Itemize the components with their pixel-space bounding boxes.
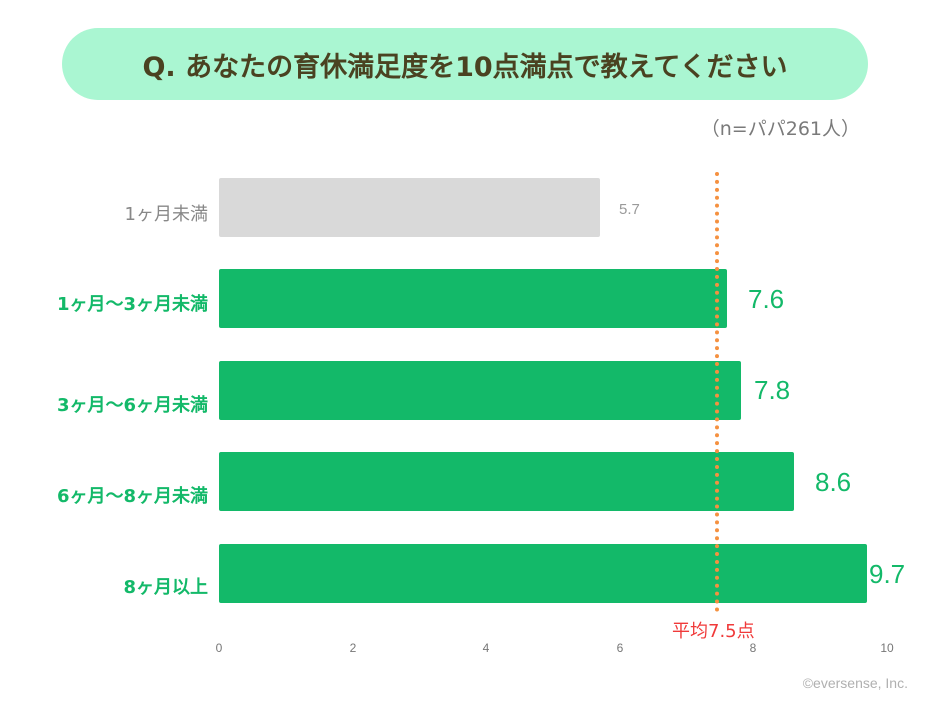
bar-6-to-8-months bbox=[219, 452, 794, 511]
value-label-4: 8.6 bbox=[815, 467, 852, 497]
value-label-2: 7.6 bbox=[748, 284, 785, 314]
average-line bbox=[715, 172, 719, 612]
x-tick-4: 4 bbox=[482, 641, 490, 655]
x-tick-0: 0 bbox=[215, 641, 223, 655]
value-label-5: 9.7 bbox=[869, 559, 906, 589]
bar-1-to-3-months bbox=[219, 269, 727, 328]
bar-3-to-6-months bbox=[219, 361, 741, 420]
sample-size-note: （n=パパ261人） bbox=[700, 118, 860, 140]
bar-under-1-month bbox=[219, 178, 600, 237]
x-tick-6: 6 bbox=[616, 641, 624, 655]
question-title-banner: Q. あなたの育休満足度を10点満点で教えてください bbox=[62, 28, 868, 100]
category-label-5: 8ヶ月以上 bbox=[123, 577, 208, 598]
copyright-notice: ©eversense, Inc. bbox=[802, 675, 908, 691]
x-tick-8: 8 bbox=[749, 641, 757, 655]
value-label-3: 7.8 bbox=[754, 375, 791, 405]
category-label-3: 3ヶ月〜6ヶ月未満 bbox=[56, 395, 208, 416]
average-label: 平均7.5点 bbox=[672, 621, 755, 642]
x-tick-10: 10 bbox=[880, 641, 894, 655]
category-label-2: 1ヶ月〜3ヶ月未満 bbox=[56, 294, 208, 315]
bar-8-months-plus bbox=[219, 544, 867, 603]
x-tick-2: 2 bbox=[349, 641, 357, 655]
category-label-4: 6ヶ月〜8ヶ月未満 bbox=[56, 486, 208, 507]
category-label-1: 1ヶ月未満 bbox=[124, 204, 208, 225]
question-title: Q. あなたの育休満足度を10点満点で教えてください bbox=[142, 51, 788, 83]
value-label-1: 5.7 bbox=[619, 201, 640, 218]
